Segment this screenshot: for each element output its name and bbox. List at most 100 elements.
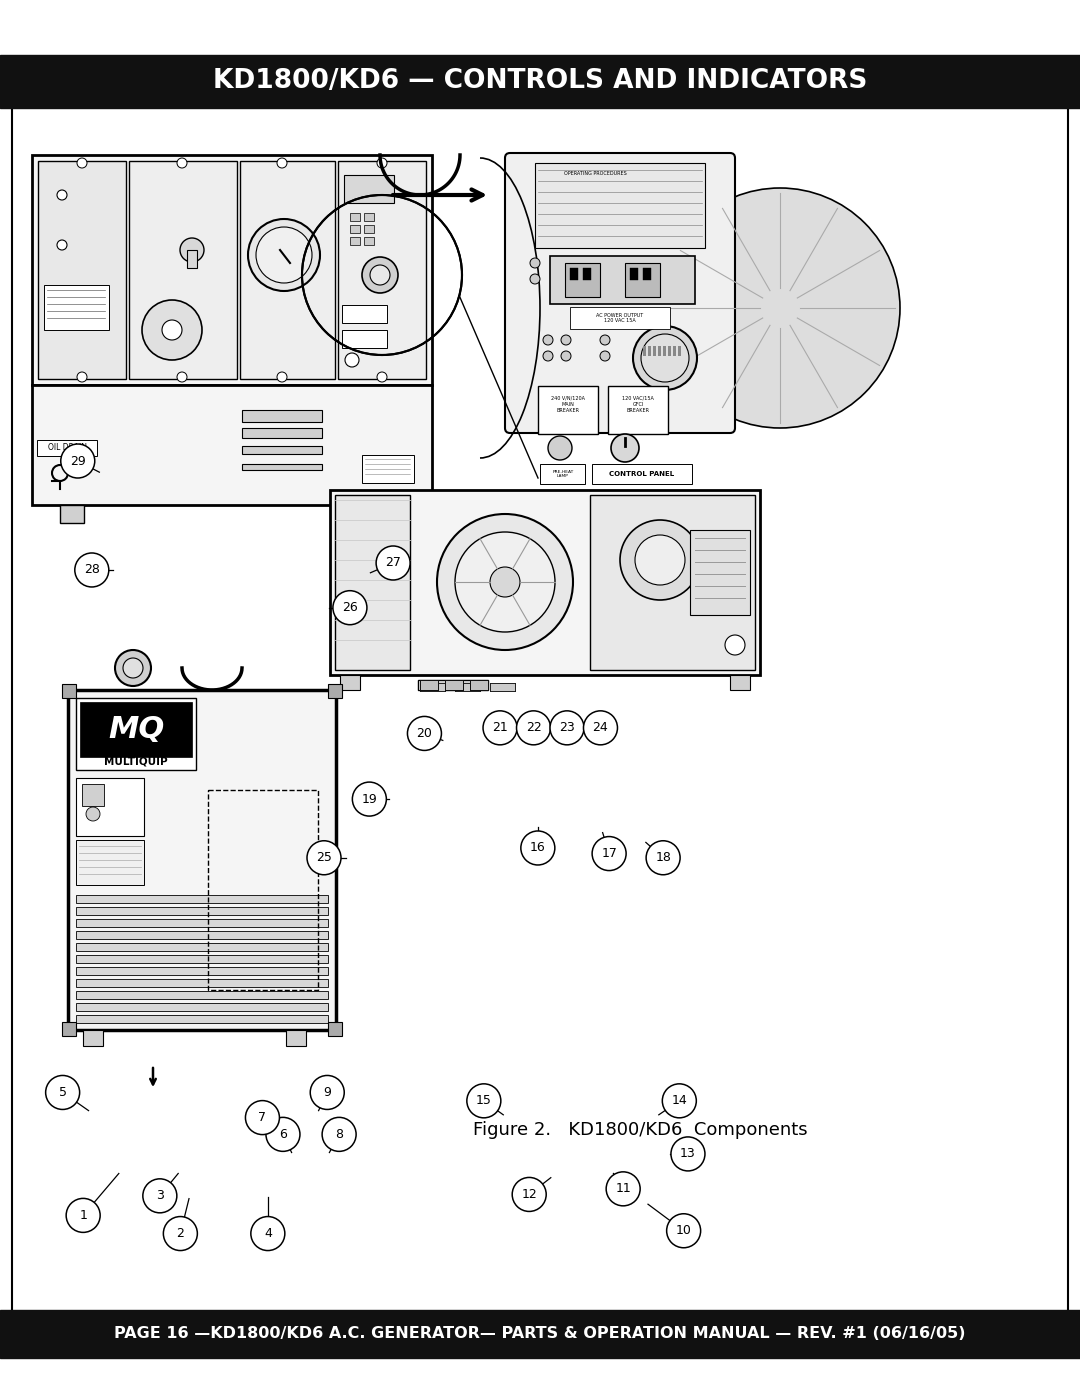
Circle shape <box>483 711 517 745</box>
Circle shape <box>377 372 387 381</box>
Bar <box>0 54 1080 108</box>
Bar <box>129 161 237 379</box>
Bar <box>625 263 660 298</box>
Bar <box>38 161 126 379</box>
Bar <box>345 175 394 203</box>
Bar <box>550 256 696 305</box>
Text: 24: 24 <box>593 721 608 735</box>
Bar <box>420 683 445 692</box>
Circle shape <box>611 434 639 462</box>
Circle shape <box>666 1214 701 1248</box>
Text: 27: 27 <box>386 556 401 570</box>
Bar <box>445 680 463 690</box>
Text: 3: 3 <box>156 1189 164 1203</box>
Text: 7: 7 <box>258 1111 267 1125</box>
Circle shape <box>251 1217 285 1250</box>
Bar <box>362 455 414 483</box>
Text: PRE-HEAT
LAMP: PRE-HEAT LAMP <box>552 469 573 478</box>
Bar <box>76 698 195 770</box>
Circle shape <box>248 219 320 291</box>
Circle shape <box>180 237 204 263</box>
Circle shape <box>141 300 202 360</box>
Bar <box>62 685 76 698</box>
Circle shape <box>376 546 410 580</box>
Circle shape <box>606 1172 640 1206</box>
Circle shape <box>370 265 390 285</box>
Bar <box>242 446 322 454</box>
Text: 18: 18 <box>656 851 671 865</box>
Bar <box>76 990 328 999</box>
Circle shape <box>455 532 555 631</box>
Bar <box>37 440 97 455</box>
Bar <box>76 919 328 928</box>
Bar <box>445 680 463 690</box>
Bar <box>455 683 480 692</box>
Bar <box>340 675 360 690</box>
Circle shape <box>266 1118 300 1151</box>
Circle shape <box>57 190 67 200</box>
Bar <box>570 268 578 279</box>
Circle shape <box>407 717 442 750</box>
Bar <box>583 268 591 279</box>
Circle shape <box>660 189 900 427</box>
Circle shape <box>543 351 553 360</box>
Bar <box>286 1030 306 1046</box>
Text: 16: 16 <box>530 841 545 855</box>
Bar <box>535 163 705 249</box>
Bar <box>76 943 328 951</box>
Bar <box>590 495 755 671</box>
Text: OIL DRAIN: OIL DRAIN <box>48 443 86 453</box>
Bar <box>208 789 318 990</box>
Circle shape <box>516 711 551 745</box>
Bar <box>418 680 488 690</box>
Bar <box>470 680 488 690</box>
Bar <box>76 840 144 886</box>
Circle shape <box>177 158 187 168</box>
Text: 28: 28 <box>84 563 99 577</box>
Circle shape <box>162 320 183 339</box>
Text: 120 VAC/15A
GFCI
BREAKER: 120 VAC/15A GFCI BREAKER <box>622 395 653 412</box>
Circle shape <box>635 535 685 585</box>
Bar <box>653 346 656 356</box>
Circle shape <box>467 1084 501 1118</box>
Bar <box>470 680 488 690</box>
Circle shape <box>256 226 312 284</box>
Bar <box>350 237 360 244</box>
Text: 20: 20 <box>417 726 432 740</box>
Bar <box>360 504 384 522</box>
Circle shape <box>633 326 697 390</box>
Circle shape <box>377 158 387 168</box>
Bar <box>455 683 480 692</box>
Text: 2: 2 <box>176 1227 185 1241</box>
Bar <box>420 680 438 690</box>
Bar <box>76 979 328 988</box>
Text: 6: 6 <box>279 1127 287 1141</box>
Bar <box>418 680 488 690</box>
Bar <box>648 346 651 356</box>
Text: OPERATING PROCEDURES: OPERATING PROCEDURES <box>564 170 626 176</box>
Circle shape <box>362 257 399 293</box>
Circle shape <box>662 1084 697 1118</box>
Circle shape <box>245 1101 280 1134</box>
Bar <box>364 212 374 221</box>
Text: Figure 2.   KD1800/KD6  Components: Figure 2. KD1800/KD6 Components <box>473 1120 808 1139</box>
Bar <box>445 680 463 690</box>
Bar <box>242 464 322 469</box>
Bar <box>420 680 438 690</box>
Bar <box>83 1030 103 1046</box>
Bar <box>187 250 197 268</box>
Bar <box>490 683 515 692</box>
Bar <box>76 907 328 915</box>
Circle shape <box>530 274 540 284</box>
Circle shape <box>345 353 359 367</box>
Circle shape <box>77 372 87 381</box>
Bar <box>455 683 480 692</box>
Text: 9: 9 <box>323 1085 332 1099</box>
Bar <box>76 895 328 902</box>
Bar <box>62 1023 76 1037</box>
Circle shape <box>583 711 618 745</box>
Bar <box>242 409 322 422</box>
Text: AC POWER OUTPUT
120 VAC 15A: AC POWER OUTPUT 120 VAC 15A <box>596 313 644 323</box>
Circle shape <box>646 841 680 875</box>
Bar <box>690 529 750 615</box>
